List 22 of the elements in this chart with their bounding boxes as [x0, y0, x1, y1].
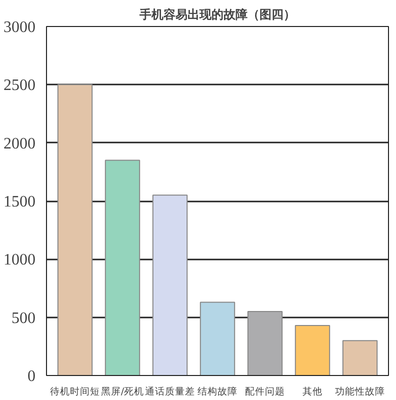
y-tick-label: 2000 — [4, 135, 36, 152]
y-tick-label: 1500 — [4, 194, 36, 210]
y-tick-label: 2500 — [4, 77, 36, 94]
x-tick-label: 待机时间短 — [50, 386, 100, 398]
bar — [152, 194, 188, 376]
bar — [104, 160, 140, 376]
x-tick-label: 黑屏/死机 — [100, 386, 144, 398]
x-tick-label: 功能性故障 — [335, 386, 385, 398]
y-tick-label: 0 — [28, 368, 36, 385]
bar — [294, 324, 330, 376]
y-tick-label: 500 — [12, 310, 36, 327]
bar — [57, 84, 93, 376]
x-tick-label: 其他 — [302, 386, 322, 398]
chart-title: 手机容易出现的故障（图四） — [138, 8, 296, 22]
x-tick-label: 结构故障 — [198, 386, 238, 398]
bar — [342, 340, 378, 376]
x-tick-label: 通话质量差 — [145, 386, 195, 398]
y-tick-label: 1000 — [4, 252, 36, 269]
bar — [247, 311, 283, 376]
y-tick-label: 3000 — [4, 19, 36, 36]
x-tick-label: 配件问题 — [245, 386, 285, 398]
bar — [200, 302, 236, 376]
